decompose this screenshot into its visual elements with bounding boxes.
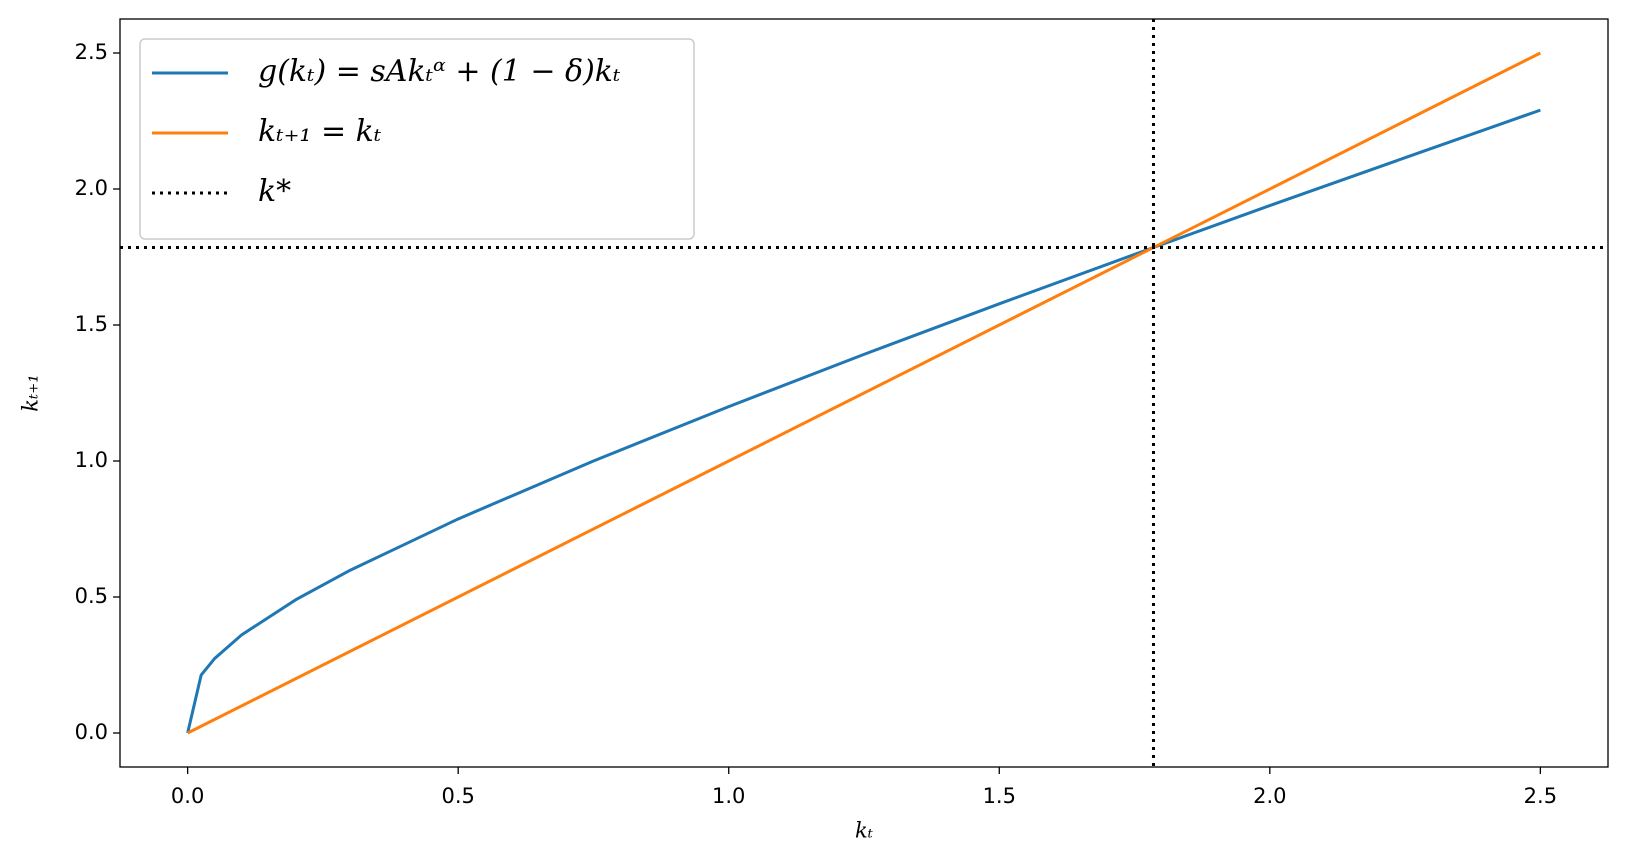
y-tick-label: 2.5: [75, 40, 108, 64]
y-tick-label: 1.5: [75, 312, 108, 336]
y-tick-label: 0.5: [75, 584, 108, 608]
legend-box: [139, 38, 695, 240]
y-axis-label: kₜ₊₁: [19, 374, 43, 411]
data-line: [186, 51, 1542, 735]
x-axis-label: kₜ: [855, 819, 873, 843]
x-tick-label: 2.5: [1524, 784, 1557, 808]
y-tick-label: 2.0: [75, 176, 108, 200]
y-tick-label: 1.0: [75, 448, 108, 472]
data-line: [186, 108, 1541, 734]
x-tick-label: 0.5: [441, 784, 474, 808]
y-tick-label: 0.0: [75, 720, 108, 744]
x-tick-label: 2.0: [1253, 784, 1286, 808]
legend-label: kₜ₊₁ = kₜ: [258, 114, 382, 149]
legend-label: k*: [258, 174, 291, 209]
x-tick-label: 1.5: [983, 784, 1016, 808]
x-tick-label: 1.0: [712, 784, 745, 808]
x-tick-label: 0.0: [171, 784, 204, 808]
legend-label: g(kₜ) = sAkₜᵅ + (1 − δ)kₜ: [258, 54, 621, 89]
plot-frame: [119, 18, 1609, 768]
